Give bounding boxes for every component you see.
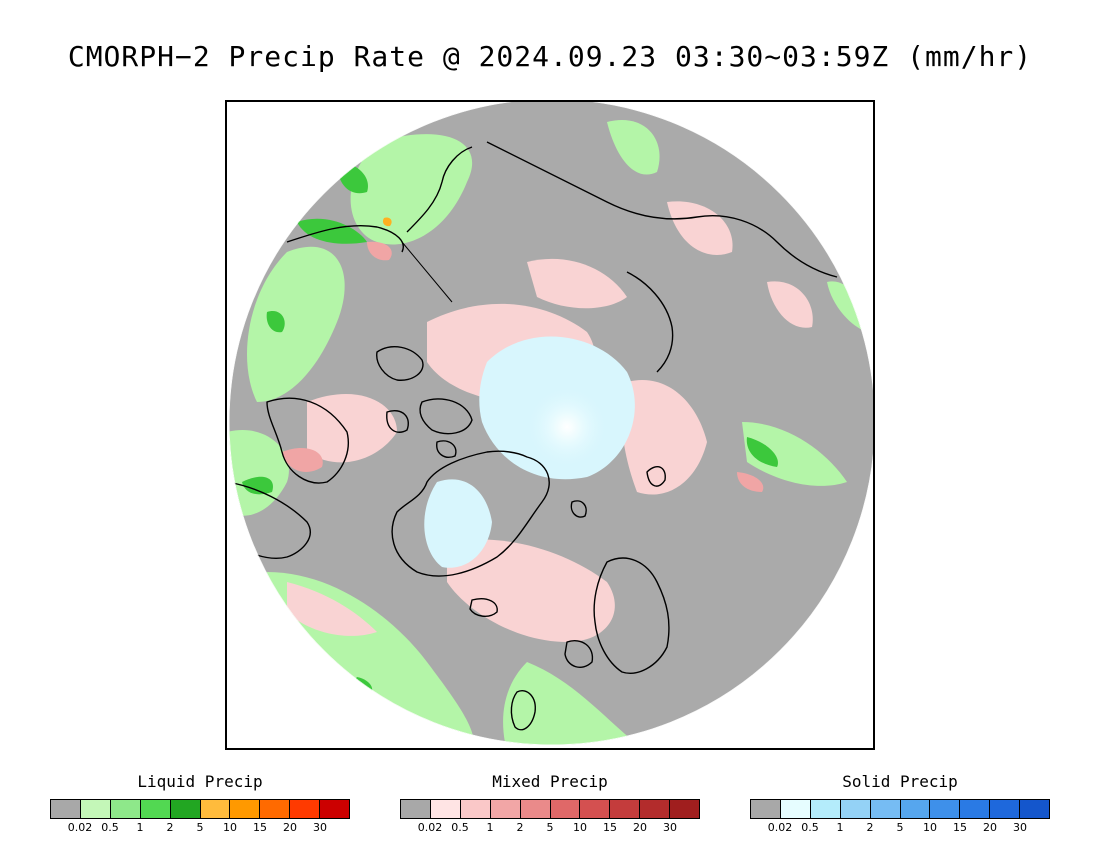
legend-tick-label: 30: [1013, 821, 1027, 834]
legend-tick-label: 30: [663, 821, 677, 834]
legend-tick-label: 10: [223, 821, 237, 834]
legend-tick-label: 0.02: [67, 821, 93, 834]
legend-ticks: 0.02 0.5 1 2 5 10 15 20 30: [50, 821, 350, 835]
snow-core: [525, 385, 609, 469]
legend-tick-label: 10: [923, 821, 937, 834]
legend-tick-label: 0.02: [767, 821, 793, 834]
legend-swatch: [580, 800, 611, 818]
solid-precip-legend: Solid Precip 0.02 0.5 1 2 5 10 15 20 30: [750, 772, 1050, 835]
legend-swatch: [810, 800, 841, 818]
liquid-precip-legend: Liquid Precip 0.02 0.5 1 2 5 10 15 20 30: [50, 772, 350, 835]
legend-swatch: [900, 800, 931, 818]
mixed-precip-heavy: [282, 241, 764, 492]
legend-tick-label: 1: [486, 821, 494, 834]
legend-ticks: 0.02 0.5 1 2 5 10 15 20 30: [400, 821, 700, 835]
legend-tick-label: 0.5: [101, 821, 119, 834]
legend-tick-label: 1: [836, 821, 844, 834]
legend-swatch: [260, 800, 291, 818]
legend-tick-label: 30: [313, 821, 327, 834]
precip-map-svg: [229, 102, 873, 745]
legend-swatch: [960, 800, 991, 818]
liquid-precip-regions: [229, 120, 867, 745]
legend-ticks: 0.02 0.5 1 2 5 10 15 20 30: [750, 821, 1050, 835]
polar-map: [225, 100, 875, 750]
legend-tick-label: 5: [546, 821, 554, 834]
legend-tick-label: 0.02: [417, 821, 443, 834]
legend-tick-label: 2: [516, 821, 524, 834]
legend-swatch: [200, 800, 231, 818]
legend-swatch: [751, 800, 781, 818]
legend-tick-label: 15: [953, 821, 967, 834]
legend-swatch: [230, 800, 261, 818]
legend-tick-label: 20: [633, 821, 647, 834]
legend-swatch: [1020, 800, 1050, 818]
legend-colorbar: [400, 799, 700, 819]
legend-swatch: [80, 800, 111, 818]
mixed-precip-legend: Mixed Precip 0.02 0.5 1 2 5 10 15 20 30: [400, 772, 700, 835]
legend-tick-label: 1: [136, 821, 144, 834]
liquid-precip-peak: [382, 217, 392, 227]
legend-swatch: [990, 800, 1021, 818]
legend-swatch: [930, 800, 961, 818]
legend-tick-label: 15: [253, 821, 267, 834]
legend-tick-label: 0.5: [451, 821, 469, 834]
legend-swatch: [840, 800, 871, 818]
legend-colorbar: [750, 799, 1050, 819]
legend-title: Liquid Precip: [137, 772, 263, 791]
legend-tick-label: 5: [196, 821, 204, 834]
legend-swatch: [51, 800, 81, 818]
legend-title: Solid Precip: [842, 772, 958, 791]
legend-swatch: [520, 800, 551, 818]
legend-swatch: [550, 800, 581, 818]
legend-tick-label: 20: [283, 821, 297, 834]
legend-swatch: [140, 800, 171, 818]
legend-swatch: [170, 800, 201, 818]
legend-tick-label: 10: [573, 821, 587, 834]
legend-colorbar: [50, 799, 350, 819]
legend-swatch: [490, 800, 521, 818]
legend-swatch: [320, 800, 350, 818]
legend-tick-label: 5: [896, 821, 904, 834]
legend-tick-label: 15: [603, 821, 617, 834]
legend-swatch: [401, 800, 431, 818]
legend-swatch: [870, 800, 901, 818]
legend-swatch: [460, 800, 491, 818]
map-title: CMORPH−2 Precip Rate @ 2024.09.23 03:30~…: [67, 40, 1033, 73]
legend-tick-label: 2: [166, 821, 174, 834]
legend-swatch: [610, 800, 641, 818]
legend-tick-label: 2: [866, 821, 874, 834]
legend-swatch: [110, 800, 141, 818]
legend-tick-label: 20: [983, 821, 997, 834]
legend-swatch: [290, 800, 321, 818]
legend-title: Mixed Precip: [492, 772, 608, 791]
legend-swatch: [640, 800, 671, 818]
legend-swatch: [670, 800, 700, 818]
legend-swatch: [780, 800, 811, 818]
legend-tick-label: 0.5: [801, 821, 819, 834]
legend-swatch: [430, 800, 461, 818]
